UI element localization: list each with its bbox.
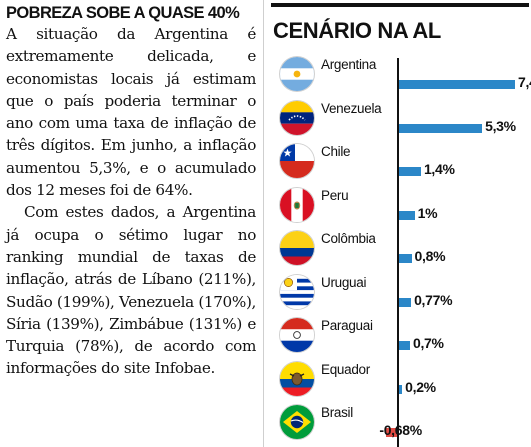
data-label: 0,2% — [405, 378, 436, 395]
bar — [399, 384, 403, 394]
bar — [399, 297, 412, 307]
data-label: 7,4% — [518, 74, 531, 90]
category-label: Argentina — [321, 57, 377, 72]
category-label: Paraguai — [321, 318, 373, 333]
flag-argentina-icon — [280, 57, 314, 91]
chart-row: Venezuela 5,3% — [271, 98, 531, 138]
data-label: 1,4% — [423, 161, 455, 177]
chart-row: Paraguai 0,7% — [271, 315, 531, 355]
data-label: -0,68% — [379, 422, 422, 438]
bar — [399, 341, 410, 350]
chart-title: CENÁRIO NA AL — [273, 18, 441, 43]
category-label: Venezuela — [321, 100, 382, 116]
bar — [399, 80, 515, 89]
chart-row: Uruguai 0,77% — [271, 272, 531, 312]
flag-chile-icon — [280, 144, 314, 178]
article-paragraph-2: Com estes dados, a Argentina já ocupa o … — [6, 203, 256, 378]
flag-peru-icon — [280, 187, 314, 222]
chart-row: Argentina 7,4% — [271, 54, 531, 94]
category-label: Equador — [321, 361, 370, 377]
chart-row: Chile 1,4% — [271, 141, 531, 181]
category-label: Chile — [321, 144, 351, 159]
flag-uruguay-icon — [280, 274, 314, 309]
category-label: Peru — [321, 187, 349, 203]
data-label: 0,7% — [412, 335, 444, 351]
panel-top-rule — [271, 3, 529, 7]
chart-row: Equador 0,2% — [271, 359, 531, 399]
flag-brazil-icon — [280, 405, 314, 439]
bar — [399, 167, 421, 176]
bar — [399, 210, 415, 220]
flag-ecuador-icon — [280, 361, 314, 396]
article-paragraph-1: A situação da Argentina é extremamente d… — [6, 25, 256, 200]
data-label: 1% — [417, 204, 438, 221]
bar — [399, 254, 412, 263]
chart-row: Peru 1% — [271, 185, 531, 225]
flag-paraguay-icon — [280, 318, 314, 352]
flag-venezuela-icon — [280, 100, 314, 135]
column-divider — [263, 0, 264, 447]
chart-zero-axis — [397, 58, 399, 447]
inflation-chart-panel: CENÁRIO NA AL Argentina 7,4% Venezuela 5,3%… — [271, 0, 531, 447]
bar — [399, 123, 483, 133]
flag-colombia-icon — [280, 231, 314, 265]
article: POBREZA SOBE A QUASE 40% A situação da A… — [6, 3, 256, 380]
chart-row: Colômbia 0,8% — [271, 228, 531, 268]
chart-row: Brasil -0,68% — [271, 402, 531, 442]
category-label: Brasil — [321, 405, 353, 420]
data-label: 5,3% — [485, 117, 516, 134]
category-label: Colômbia — [321, 231, 376, 246]
category-label: Uruguai — [321, 274, 367, 290]
article-kicker: POBREZA SOBE A QUASE 40% — [6, 4, 240, 22]
data-label: 0,8% — [414, 248, 446, 264]
data-label: 0,77% — [414, 291, 453, 308]
bar — [386, 428, 397, 437]
